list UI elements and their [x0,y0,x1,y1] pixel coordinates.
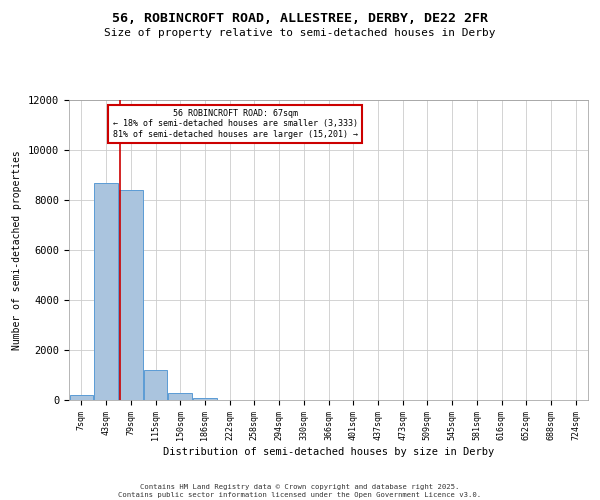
Bar [70,395,93,400]
Text: Size of property relative to semi-detached houses in Derby: Size of property relative to semi-detach… [104,28,496,38]
Bar [94,182,118,400]
Text: Contains HM Land Registry data © Crown copyright and database right 2025.
Contai: Contains HM Land Registry data © Crown c… [118,484,482,498]
Text: 56, ROBINCROFT ROAD, ALLESTREE, DERBY, DE22 2FR: 56, ROBINCROFT ROAD, ALLESTREE, DERBY, D… [112,12,488,26]
Bar [144,370,167,400]
Y-axis label: Number of semi-detached properties: Number of semi-detached properties [13,150,22,350]
Bar [169,392,192,400]
Text: 56 ROBINCROFT ROAD: 67sqm
← 18% of semi-detached houses are smaller (3,333)
81% : 56 ROBINCROFT ROAD: 67sqm ← 18% of semi-… [113,109,358,139]
Bar [193,398,217,400]
Bar [119,190,143,400]
X-axis label: Distribution of semi-detached houses by size in Derby: Distribution of semi-detached houses by … [163,446,494,456]
